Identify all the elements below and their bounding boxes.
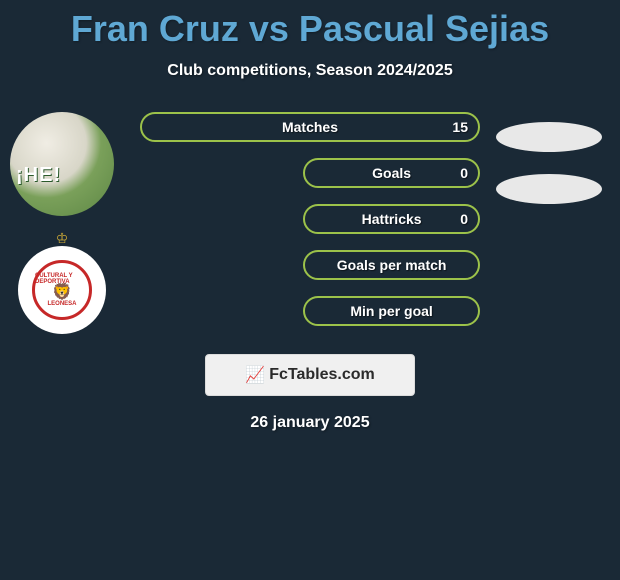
crest-bottom-text: LEONESA (47, 301, 76, 307)
stat-label: Min per goal (350, 303, 432, 319)
stat-row-matches: Matches 15 (140, 112, 480, 142)
player-avatar: ¡HE! (10, 112, 114, 216)
opponent-placeholder-1 (496, 122, 602, 152)
stat-value-right: 15 (452, 119, 468, 135)
stat-label: Goals per match (337, 257, 447, 273)
stat-bars: Matches 15 Goals 0 Hattricks 0 Goals per… (140, 112, 480, 326)
left-avatars: ¡HE! ♔ CULTURAL Y DEPORTIVA 🦁 LEONESA (10, 112, 114, 334)
stat-row-hattricks: Hattricks 0 (140, 204, 480, 234)
opponent-placeholder-2 (496, 174, 602, 204)
stat-row-mpg: Min per goal (140, 296, 480, 326)
page-title: Fran Cruz vs Pascual Sejias (0, 0, 620, 50)
club-crest: ♔ CULTURAL Y DEPORTIVA 🦁 LEONESA (18, 246, 106, 334)
stat-bar: Matches 15 (140, 112, 480, 142)
stat-label: Goals (372, 165, 411, 181)
stat-value-right: 0 (460, 211, 468, 227)
stat-value-right: 0 (460, 165, 468, 181)
stat-bar: Goals per match (303, 250, 480, 280)
stat-label: Matches (282, 119, 338, 135)
stat-bar: Min per goal (303, 296, 480, 326)
logo-text: FcTables.com (269, 366, 375, 384)
avatar-overlay-text: ¡HE! (16, 164, 61, 187)
lion-icon: 🦁 (52, 285, 72, 301)
stat-bar: Goals 0 (303, 158, 480, 188)
snapshot-date: 26 january 2025 (0, 414, 620, 432)
stat-label: Hattricks (362, 211, 422, 227)
stats-area: ¡HE! ♔ CULTURAL Y DEPORTIVA 🦁 LEONESA Ma… (0, 112, 620, 342)
stat-bar: Hattricks 0 (303, 204, 480, 234)
fctables-logo[interactable]: 📈 FcTables.com (205, 354, 415, 396)
page-subtitle: Club competitions, Season 2024/2025 (0, 62, 620, 80)
chart-icon: 📈 (245, 365, 265, 385)
stat-row-gpm: Goals per match (140, 250, 480, 280)
stat-row-goals: Goals 0 (140, 158, 480, 188)
crown-icon: ♔ (56, 230, 69, 247)
right-ovals (496, 122, 602, 226)
